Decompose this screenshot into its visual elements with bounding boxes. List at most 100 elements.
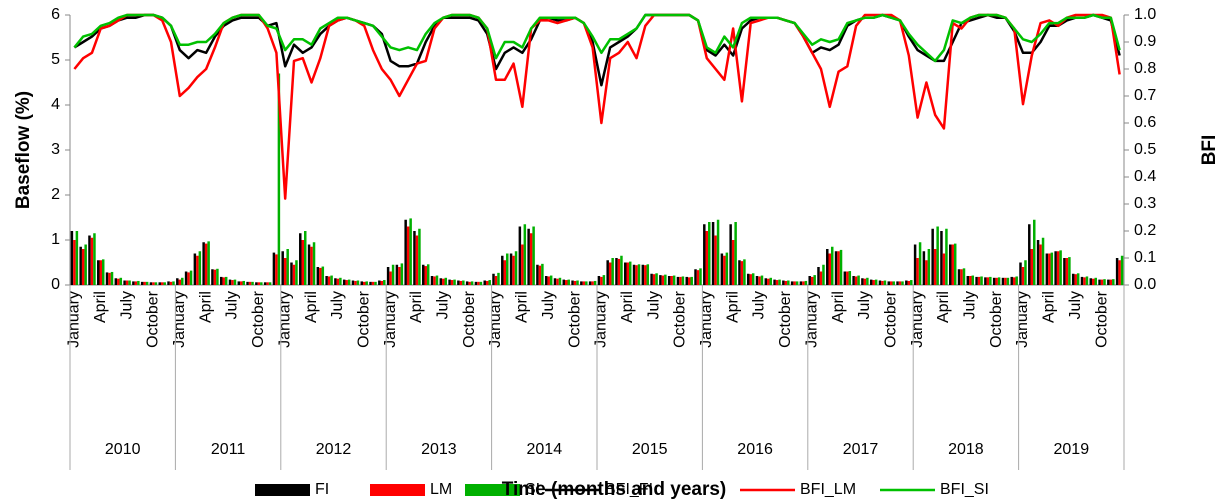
bar xyxy=(477,281,480,285)
x-group-label: 2013 xyxy=(421,441,457,458)
bar xyxy=(699,268,702,285)
bar xyxy=(128,280,131,285)
bar xyxy=(345,280,348,285)
bar xyxy=(1030,249,1034,285)
bar xyxy=(1063,258,1066,285)
bar xyxy=(1103,279,1106,285)
bar xyxy=(679,276,682,285)
bar xyxy=(1056,251,1060,285)
bar xyxy=(839,249,843,285)
bar xyxy=(110,271,114,285)
bar xyxy=(433,276,436,285)
bar xyxy=(585,281,588,285)
bar xyxy=(1048,253,1051,285)
bar xyxy=(1071,273,1075,285)
bar xyxy=(793,281,796,285)
bar xyxy=(286,249,289,285)
bar xyxy=(160,282,164,285)
bar xyxy=(731,240,735,285)
bar xyxy=(913,244,917,285)
bar xyxy=(646,264,650,285)
bar xyxy=(506,253,509,285)
bar xyxy=(898,281,902,285)
bar xyxy=(872,280,875,285)
bar xyxy=(149,282,153,285)
bar xyxy=(725,252,729,285)
bar xyxy=(360,281,363,285)
bar xyxy=(863,278,867,285)
bar xyxy=(327,276,331,285)
bar xyxy=(980,276,983,285)
x-tick-label: July xyxy=(329,291,346,319)
bar xyxy=(380,280,384,285)
bar xyxy=(828,253,832,285)
bar xyxy=(945,228,948,285)
bar xyxy=(424,266,427,285)
y-tick-label: 3 xyxy=(51,141,60,158)
bar xyxy=(977,276,981,285)
bar xyxy=(178,279,182,285)
bar xyxy=(90,237,94,285)
bar xyxy=(655,273,658,285)
bar xyxy=(538,265,542,285)
x-tick-label: October xyxy=(145,290,162,348)
bar xyxy=(1120,255,1124,285)
bar xyxy=(940,231,943,285)
bar xyxy=(749,274,752,285)
bar xyxy=(140,281,144,285)
bar xyxy=(556,278,559,285)
bar xyxy=(687,277,691,285)
bar xyxy=(808,276,811,285)
bar xyxy=(189,270,193,285)
x-tick-label: April xyxy=(1041,291,1058,323)
bar xyxy=(514,251,518,285)
y2-tick-label: 0.5 xyxy=(1134,141,1156,158)
bar xyxy=(714,235,717,285)
bar xyxy=(321,266,325,285)
bar xyxy=(187,272,190,285)
bar xyxy=(292,264,296,285)
bar xyxy=(470,281,474,285)
bar xyxy=(319,267,322,285)
bar xyxy=(347,279,351,285)
bar xyxy=(1107,279,1110,285)
bar xyxy=(1068,257,1071,285)
bar xyxy=(861,278,864,285)
x-tick-label: October xyxy=(882,290,899,348)
bar xyxy=(444,277,448,285)
x-tick-label: July xyxy=(962,291,979,319)
bar xyxy=(547,276,550,285)
x-group-label: 2018 xyxy=(948,441,984,458)
x-tick-label: January xyxy=(909,291,926,348)
bar xyxy=(740,261,744,285)
bar xyxy=(389,271,392,285)
bar xyxy=(125,280,129,285)
bar xyxy=(611,258,614,285)
bar xyxy=(962,268,966,285)
bar xyxy=(989,276,992,285)
bar xyxy=(84,244,87,285)
bar xyxy=(1010,276,1013,285)
bar xyxy=(325,276,328,285)
bar xyxy=(73,240,76,285)
bar xyxy=(448,279,451,285)
bar xyxy=(336,278,340,285)
bar xyxy=(588,281,592,285)
x-group-label: 2017 xyxy=(843,441,879,458)
bar xyxy=(404,219,407,285)
bar xyxy=(257,282,261,285)
bar xyxy=(1115,258,1119,285)
bar xyxy=(272,252,276,285)
bar xyxy=(485,280,489,285)
x-tick-label: January xyxy=(803,291,820,348)
bar xyxy=(571,280,574,285)
bar xyxy=(810,276,814,285)
bar xyxy=(211,269,214,285)
bar xyxy=(213,269,217,285)
bar xyxy=(351,280,355,285)
bar xyxy=(600,276,603,285)
legend-label: LM xyxy=(430,481,452,498)
bar xyxy=(492,273,495,285)
bar xyxy=(883,280,887,285)
bar xyxy=(628,261,632,285)
